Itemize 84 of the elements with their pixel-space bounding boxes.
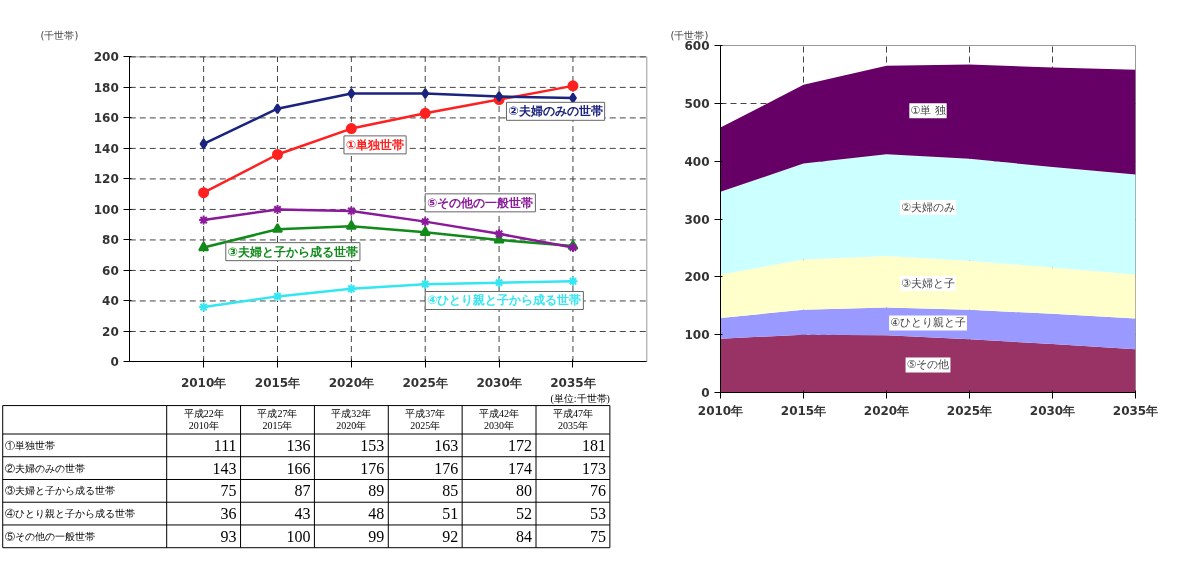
data-label: 153 xyxy=(360,436,385,454)
data-label: 48 xyxy=(368,505,385,523)
text: (千世帯) xyxy=(40,29,79,41)
x-tick-label: 2020年 xyxy=(328,375,375,390)
y-tick-label: 100 xyxy=(93,202,119,217)
series-label: ⑤その他 xyxy=(906,358,950,372)
text: 平成42年 2030年 xyxy=(479,408,520,432)
x-tick-label: 2030年 xyxy=(476,375,522,390)
text: (単位:千世帯) xyxy=(550,392,610,405)
series-label: ①単 独 xyxy=(910,104,946,118)
data-label: 87 xyxy=(294,482,311,500)
data-label: 176 xyxy=(434,459,459,477)
text: ③夫婦と子から成る世帯 xyxy=(4,485,115,497)
data-label: 84 xyxy=(516,527,533,545)
data-label: 166 xyxy=(286,459,311,477)
series-label: ③夫婦と子から成る世帯 xyxy=(227,244,358,259)
data-label: 75 xyxy=(220,482,237,500)
y-tick-label: 500 xyxy=(684,96,710,111)
series-label: ①単独世帯 xyxy=(345,137,405,152)
data-label: 143 xyxy=(212,459,237,477)
data-label: 111 xyxy=(213,436,237,454)
text: 平成47年 2035年 xyxy=(552,408,593,432)
data-label: 163 xyxy=(434,436,459,454)
data-label: 80 xyxy=(516,482,533,500)
y-tick-label: 600 xyxy=(684,39,710,53)
y-tick-label: 0 xyxy=(701,386,710,400)
y-tick-label: 0 xyxy=(110,355,119,370)
x-tick-label: 2015年 xyxy=(780,403,827,418)
x-tick-label: 2025年 xyxy=(402,375,448,390)
x-tick-label: 2030年 xyxy=(1029,403,1076,418)
series-label: ⑤その他の一般世帯 xyxy=(427,195,534,210)
data-label: 136 xyxy=(286,436,311,454)
x-tick-label: 2010年 xyxy=(180,375,227,390)
y-tick-label: 200 xyxy=(684,270,710,285)
y-tick-label: 100 xyxy=(684,328,710,343)
data-label: 99 xyxy=(368,527,385,545)
data-label: 85 xyxy=(442,482,459,500)
x-tick-label: 2035年 xyxy=(550,375,596,390)
series-label: ④ひとり親と子から成る世帯 xyxy=(427,293,582,308)
data-label: 172 xyxy=(508,436,533,454)
text: 平成37年 2025年 xyxy=(405,408,446,432)
y-tick-label: 140 xyxy=(93,141,119,156)
data-label: 76 xyxy=(589,482,606,500)
text: ④ひとり親と子から成る世帯 xyxy=(4,508,135,520)
data-label: 176 xyxy=(360,459,385,477)
data-label: 36 xyxy=(220,505,237,523)
data-label: 174 xyxy=(508,459,533,477)
data-label: 89 xyxy=(368,482,385,500)
data-label: 173 xyxy=(581,459,606,477)
text: 平成22年 2010年 xyxy=(183,408,224,432)
y-tick-label: 40 xyxy=(102,294,119,309)
y-tick-label: 200 xyxy=(93,50,119,65)
x-tick-label: 2025年 xyxy=(946,403,993,418)
y-tick-label: 60 xyxy=(102,263,119,278)
y-tick-label: 400 xyxy=(684,154,710,169)
y-tick-label: 20 xyxy=(102,324,119,339)
text: ①単独世帯 xyxy=(4,439,55,451)
data-label: 53 xyxy=(589,505,606,523)
x-tick-label: 2010年 xyxy=(697,403,744,418)
data-label: 75 xyxy=(589,527,606,545)
x-tick-label: 2035年 xyxy=(1112,403,1159,418)
data-label: 100 xyxy=(286,527,311,545)
series-label: ②夫婦のみの世帯 xyxy=(508,104,603,119)
data-label: 43 xyxy=(294,505,311,523)
y-tick-label: 80 xyxy=(102,233,119,248)
text: 平成27年 2015年 xyxy=(257,408,298,432)
text: ⑤その他の一般世帯 xyxy=(4,530,95,542)
text: 平成32年 2020年 xyxy=(331,408,372,432)
data-label: 52 xyxy=(516,505,533,523)
y-tick-label: 160 xyxy=(93,111,119,126)
series-label: ②夫婦のみ xyxy=(901,200,955,214)
text: (千世帯) xyxy=(670,29,709,41)
text: ②夫婦のみの世帯 xyxy=(4,462,85,474)
y-tick-label: 300 xyxy=(684,212,710,227)
data-label: 181 xyxy=(581,436,606,454)
data-label: 93 xyxy=(220,527,237,545)
y-tick-label: 120 xyxy=(93,172,119,187)
x-tick-label: 2020年 xyxy=(863,403,910,418)
x-tick-label: 2015年 xyxy=(254,375,301,390)
data-label: 92 xyxy=(442,527,459,545)
series-label: ③夫婦と子 xyxy=(901,276,955,290)
data-label: 51 xyxy=(442,505,459,523)
y-tick-label: 180 xyxy=(93,80,119,95)
series-label: ④ひとり親と子 xyxy=(890,316,966,330)
